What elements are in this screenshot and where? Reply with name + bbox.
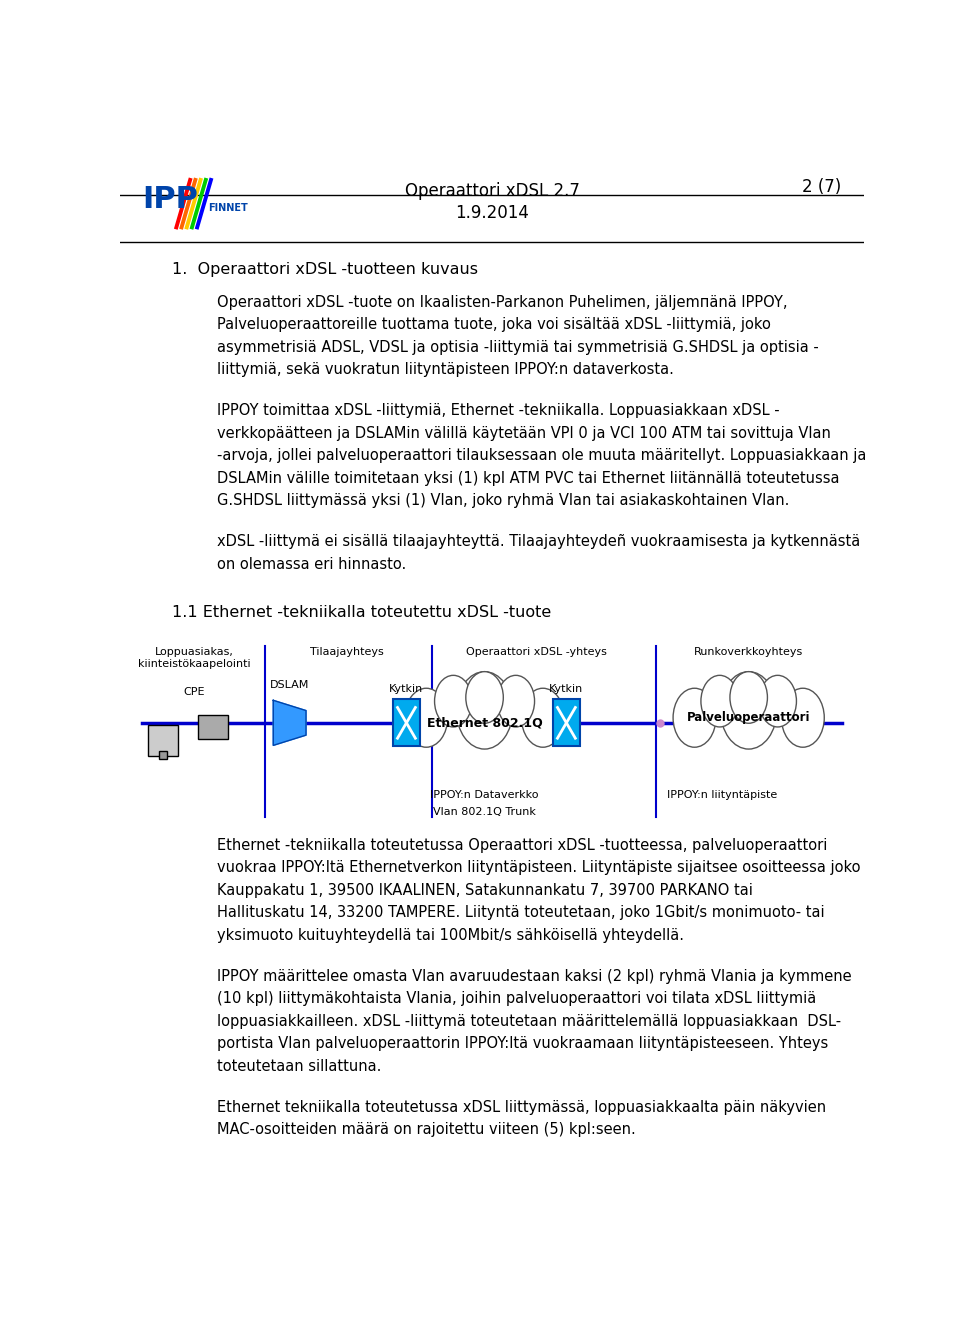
Text: Tilaajayhteys: Tilaajayhteys [310,648,384,657]
Circle shape [701,676,738,728]
Text: verkkopäätteen ja DSLAMin välillä käytetään VPI 0 ja VCI 100 ATM tai sovittuja V: verkkopäätteen ja DSLAMin välillä käytet… [217,426,830,440]
Text: FINNET: FINNET [207,202,248,213]
Text: liittymiä, sekä vuokratun liityntäpisteen IPPOY:n dataverkosta.: liittymiä, sekä vuokratun liityntäpistee… [217,362,674,378]
Circle shape [405,688,447,747]
Circle shape [721,672,777,749]
Text: Ethernet 802.1Q: Ethernet 802.1Q [426,717,542,729]
Text: loppuasiakkailleen. xDSL -liittymä toteutetaan määrittelemällä loppuasiakkaan  D: loppuasiakkailleen. xDSL -liittymä toteu… [217,1013,841,1028]
Text: 1.9.2014: 1.9.2014 [455,203,529,222]
Text: Operaattori xDSL -tuote on Ikaalisten-Parkanon Puhelimen, jäljemпänä IPPOY,: Operaattori xDSL -tuote on Ikaalisten-Pa… [217,295,787,310]
Text: toteutetaan sillattuna.: toteutetaan sillattuna. [217,1059,381,1073]
Text: Kytkin: Kytkin [549,684,584,694]
Text: Kauppakatu 1, 39500 IKAALINEN, Satakunnankatu 7, 39700 PARKANO tai: Kauppakatu 1, 39500 IKAALINEN, Satakunna… [217,883,753,898]
Text: on olemassa eri hinnasto.: on olemassa eri hinnasto. [217,557,406,572]
Text: (10 kpl) liittymäkohtaista Vlania, joihin palveluoperaattori voi tilata xDSL lii: (10 kpl) liittymäkohtaista Vlania, joihi… [217,991,816,1007]
Text: Loppuasiakas,
kiinteistökaapelointi: Loppuasiakas, kiinteistökaapelointi [138,648,251,669]
Text: vuokraa IPPOY:ltä Ethernetverkon liityntäpisteen. Liityntäpiste sijaitsee osoitt: vuokraa IPPOY:ltä Ethernetverkon liitynt… [217,861,860,875]
Text: 1.  Operaattori xDSL -tuotteen kuvaus: 1. Operaattori xDSL -tuotteen kuvaus [172,262,478,277]
Text: IPPOY määrittelee omasta Vlan avaruudestaan kaksi (2 kpl) ryhmä Vlania ja kymmen: IPPOY määrittelee omasta Vlan avaruudest… [217,968,852,984]
Text: IPPOY toimittaa xDSL -liittymiä, Ethernet -tekniikalla. Loppuasiakkaan xDSL -: IPPOY toimittaa xDSL -liittymiä, Etherne… [217,403,780,419]
Circle shape [673,688,716,747]
Text: Operaattori xDSL -yhteys: Operaattori xDSL -yhteys [467,648,607,657]
Text: G.SHDSL liittymässä yksi (1) Vlan, joko ryhmä Vlan tai asiakaskohtainen Vlan.: G.SHDSL liittymässä yksi (1) Vlan, joko … [217,493,789,508]
Circle shape [521,688,564,747]
Text: 1.1 Ethernet -tekniikalla toteutettu xDSL -tuote: 1.1 Ethernet -tekniikalla toteutettu xDS… [172,605,551,620]
Text: 2 (7): 2 (7) [803,178,842,196]
Text: DSLAMin välille toimitetaan yksi (1) kpl ATM PVC tai Ethernet liitännällä toteut: DSLAMin välille toimitetaan yksi (1) kpl… [217,471,839,485]
Text: portista Vlan palveluoperaattorin IPPOY:ltä vuokraamaan liityntäpisteeseen. Yhte: portista Vlan palveluoperaattorin IPPOY:… [217,1036,828,1051]
Text: xDSL -liittymä ei sisällä tilaajayhteyttä. Tilaajayhteydeñ vuokraamisesta ja kyt: xDSL -liittymä ei sisällä tilaajayhteytt… [217,535,860,549]
FancyBboxPatch shape [148,725,178,755]
Text: yksimuoto kuituyhteydellä tai 100Mbit/s sähköisellä yhteydellä.: yksimuoto kuituyhteydellä tai 100Mbit/s … [217,928,684,943]
Text: Operaattori xDSL 2.7: Operaattori xDSL 2.7 [404,182,580,200]
Text: Ethernet tekniikalla toteutetussa xDSL liittymässä, loppuasiakkaalta päin näkyvi: Ethernet tekniikalla toteutetussa xDSL l… [217,1100,826,1115]
Circle shape [759,676,797,728]
Text: Palveluoperaattori: Palveluoperaattori [687,710,810,724]
FancyBboxPatch shape [159,750,167,758]
Text: -arvoja, jollei palveluoperaattori tilauksessaan ole muuta määritellyt. Loppuasi: -arvoja, jollei palveluoperaattori tilau… [217,448,866,463]
Text: IPP: IPP [142,185,198,214]
Text: Runkoverkkoyhteys: Runkoverkkoyhteys [694,648,804,657]
Text: MAC-osoitteiden määrä on rajoitettu viiteen (5) kpl:seen.: MAC-osoitteiden määrä on rajoitettu viit… [217,1123,636,1137]
Text: Hallituskatu 14, 33200 TAMPERE. Liityntä toteutetaan, joko 1Gbit/s monimuoto- ta: Hallituskatu 14, 33200 TAMPERE. Liityntä… [217,906,825,920]
Circle shape [466,672,503,724]
Text: CPE: CPE [183,688,205,697]
Text: IPPOY:n liityntäpiste: IPPOY:n liityntäpiste [667,790,777,801]
FancyBboxPatch shape [198,714,228,739]
Circle shape [497,676,535,728]
Circle shape [781,688,825,747]
Circle shape [456,672,513,749]
Circle shape [435,676,472,728]
Circle shape [730,672,767,724]
Text: IPPOY:n Dataverkko: IPPOY:n Dataverkko [430,790,539,801]
Text: Vlan 802.1Q Trunk: Vlan 802.1Q Trunk [433,807,536,817]
FancyBboxPatch shape [553,700,580,746]
Polygon shape [274,701,306,745]
Text: Palveluoperaattoreille tuottama tuote, joka voi sisältää xDSL -liittymiä, joko: Palveluoperaattoreille tuottama tuote, j… [217,318,771,332]
Text: Kytkin: Kytkin [390,684,423,694]
Text: DSLAM: DSLAM [270,680,309,690]
Text: asymmetrisiä ADSL, VDSL ja optisia -liittymiä tai symmetrisiä G.SHDSL ja optisia: asymmetrisiä ADSL, VDSL ja optisia -liit… [217,340,819,355]
Text: Ethernet -tekniikalla toteutetussa Operaattori xDSL -tuotteessa, palveluoperaatt: Ethernet -tekniikalla toteutetussa Opera… [217,838,828,853]
FancyBboxPatch shape [393,700,420,746]
